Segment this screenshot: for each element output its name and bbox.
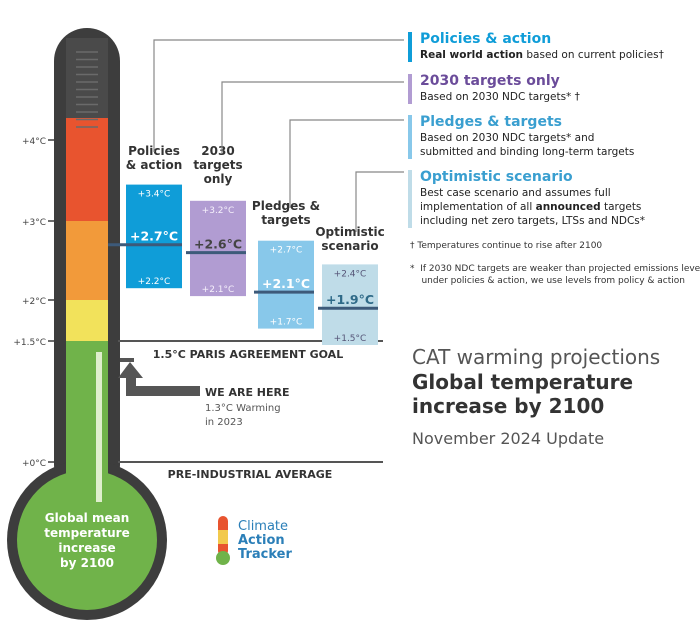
- current-warming-indicator: [96, 352, 102, 502]
- legend-pledges: Pledges & targets Based on 2030 NDC targ…: [408, 113, 698, 159]
- tick-label: +3°C: [22, 218, 46, 228]
- logo-icon-bulb: [216, 551, 230, 565]
- note-dagger: † Temperatures continue to rise after 21…: [410, 241, 603, 251]
- range-bar: [190, 200, 246, 297]
- logo-line-2: Action: [238, 533, 285, 548]
- category-label: scenario: [321, 239, 378, 253]
- legend-pledges-title: Pledges & targets: [420, 114, 562, 130]
- legend-connector: [355, 171, 404, 232]
- range-bar: [126, 184, 182, 289]
- logo-icon-mid: [218, 530, 228, 544]
- cat-subtitle-2: increase by 2100: [412, 394, 605, 418]
- mid-label: +2.6°C: [194, 237, 242, 252]
- cat-subtitle-1: Global temperature: [412, 370, 634, 394]
- thermometer-orange-segment: [66, 221, 108, 300]
- thermometer-empty: [66, 38, 108, 120]
- high-label: +2.4°C: [334, 269, 367, 279]
- legend-ndc-swatch: [408, 74, 412, 104]
- high-label: +3.2°C: [202, 206, 235, 216]
- tick-label: +4°C: [22, 137, 46, 147]
- legend-policies: Policies & action Real world action base…: [408, 30, 698, 62]
- legend-pledges-swatch: [408, 115, 412, 159]
- bulb-label: Global mean: [45, 511, 129, 525]
- mid-label: +2.1°C: [262, 276, 310, 291]
- logo-line-3: Tracker: [238, 547, 292, 562]
- high-label: +3.4°C: [138, 190, 171, 200]
- bulb-label: by 2100: [60, 556, 114, 570]
- category-label: Pledges &: [252, 199, 320, 213]
- legend-connector: [221, 81, 404, 153]
- we-are-here-line1: 1.3°C Warming: [205, 403, 281, 414]
- tick-label: +0°C: [22, 459, 46, 469]
- legend-optimistic: Optimistic scenario Best case scenario a…: [408, 168, 700, 228]
- category-label: 2030: [201, 144, 234, 158]
- thermometer-bulb-inner: [17, 470, 157, 610]
- bulb-label: increase: [58, 541, 115, 555]
- we-are-here-line2: in 2023: [205, 417, 243, 428]
- legend-ndc: 2030 targets only Based on 2030 NDC targ…: [408, 72, 698, 104]
- legend-optimistic-swatch: [408, 170, 412, 228]
- range-bar: [258, 240, 314, 329]
- mid-label: +2.7°C: [130, 229, 178, 244]
- cat-title-block: CAT warming projections Global temperatu…: [412, 344, 700, 450]
- we-are-here-arrow: [118, 362, 200, 396]
- category-label: Optimistic: [315, 225, 384, 239]
- low-label: +1.7°C: [270, 318, 303, 328]
- legend-policies-title: Policies & action: [420, 31, 552, 47]
- category-label: & action: [126, 158, 183, 172]
- tick-label: +1.5°C: [13, 338, 46, 348]
- thermometer-yellow-segment: [66, 300, 108, 341]
- low-label: +2.2°C: [138, 277, 171, 287]
- category-label: only: [204, 172, 233, 186]
- category-label: targets: [261, 213, 310, 227]
- note-star: * If 2030 NDC targets are weaker than pr…: [410, 264, 700, 286]
- low-label: +1.5°C: [334, 334, 367, 344]
- legend-ndc-title: 2030 targets only: [420, 73, 560, 89]
- legend-connector: [289, 119, 404, 208]
- cat-update: November 2024 Update: [412, 429, 605, 448]
- low-label: +2.1°C: [202, 285, 235, 295]
- logo-text: Climate Action Tracker: [238, 520, 292, 562]
- legend-policies-desc: Real world action based on current polic…: [420, 49, 664, 61]
- we-are-here-tick: [120, 358, 134, 362]
- legend-optimistic-desc: Best case scenario and assumes full impl…: [420, 187, 645, 227]
- legend-policies-swatch: [408, 32, 412, 62]
- range-bar: [322, 264, 378, 345]
- paris-goal-label: 1.5°C PARIS AGREEMENT GOAL: [153, 348, 343, 361]
- thermometer-red-segment: [66, 118, 108, 221]
- category-label: targets: [193, 158, 242, 172]
- we-are-here-title: WE ARE HERE: [205, 386, 290, 399]
- baseline-label: PRE-INDUSTRIAL AVERAGE: [168, 468, 333, 481]
- bulb-label: temperature: [44, 526, 129, 540]
- tick-label: +2°C: [22, 297, 46, 307]
- legend-connector: [153, 39, 404, 152]
- cat-title: CAT warming projections: [412, 345, 661, 369]
- high-label: +2.7°C: [270, 246, 303, 256]
- logo-line-1: Climate: [238, 519, 289, 534]
- legend-optimistic-title: Optimistic scenario: [420, 169, 573, 185]
- mid-label: +1.9°C: [326, 292, 374, 307]
- legend-pledges-desc: Based on 2030 NDC targets* and submitted…: [420, 132, 635, 158]
- legend-ndc-desc: Based on 2030 NDC targets* †: [420, 91, 580, 103]
